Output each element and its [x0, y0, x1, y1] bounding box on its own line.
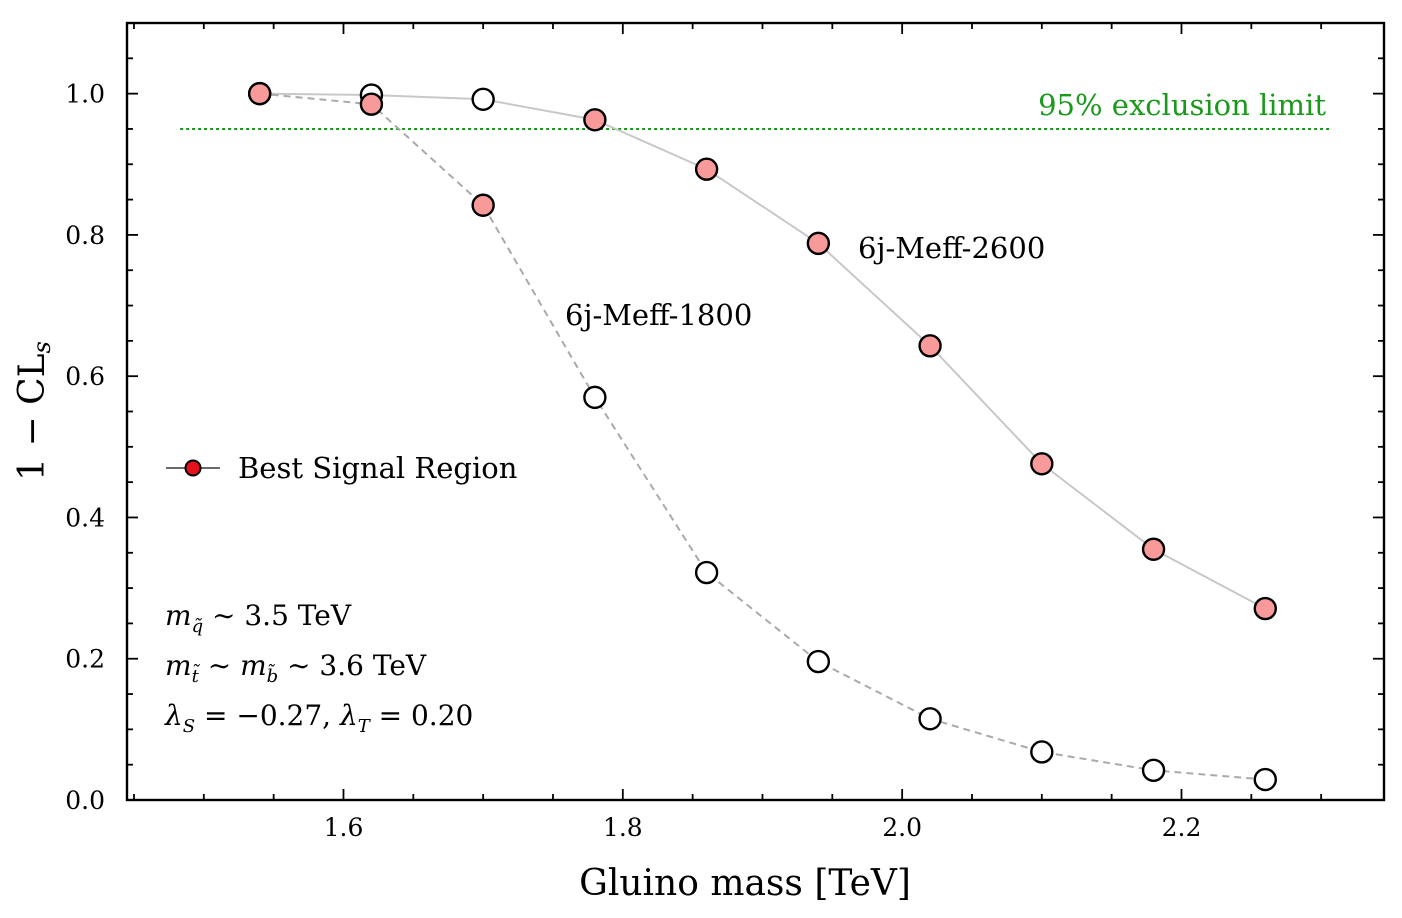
param-stop-symbol: m	[165, 649, 192, 682]
param-squark-value: ∼ 3.5 TeV	[203, 599, 352, 632]
y-axis-label-sub: s	[28, 341, 56, 353]
best-point-6j-meff-1800	[247, 81, 272, 106]
best-point-6j-meff-2600	[583, 108, 607, 132]
param-lambda-t-value: = 0.20	[370, 699, 474, 732]
axis-tick-labels: 1.6 1.8 2.0 2.2 0.0 0.2 0.4 0.6 0.8 1.0	[65, 80, 1201, 842]
x-tick-label: 1.6	[324, 813, 364, 842]
param-lambda-t-sub: T	[358, 716, 372, 737]
param-sbottom-sub: b̃	[267, 664, 279, 687]
y-tick-label: 0.0	[65, 786, 105, 815]
legend: Best Signal Region	[166, 451, 517, 485]
x-tick-label: 2.0	[882, 813, 922, 842]
best-point-6j-meff-1800	[471, 193, 495, 217]
param-stop-sbottom-mass: mt̃ ∼ mb̃ ∼ 3.6 TeV	[165, 649, 427, 687]
x-tick-label: 2.2	[1162, 813, 1202, 842]
param-lambda-t-symbol: λ	[339, 699, 358, 732]
label-6j-meff-2600: 6j-Meff-2600	[858, 231, 1045, 265]
x-tick-label: 1.8	[603, 813, 643, 842]
param-lambda-s-sub: S	[183, 716, 195, 737]
param-squark-mass: mq̃ ∼ 3.5 TeV	[165, 599, 352, 637]
param-stop-sub: t̃	[192, 664, 201, 687]
point-6j-meff-2600	[471, 87, 495, 111]
param-sbottom-symbol: m	[240, 649, 267, 682]
best-point-6j-meff-2600	[1253, 596, 1277, 621]
series-lines	[259, 92, 1266, 781]
axis-ticks	[127, 22, 1384, 801]
y-tick-label: 0.6	[65, 362, 105, 391]
point-6j-meff-1800	[694, 560, 719, 585]
y-tick-label: 0.2	[65, 645, 105, 674]
label-6j-meff-1800: 6j-Meff-1800	[565, 298, 752, 332]
point-6j-meff-1800	[1253, 767, 1277, 792]
param-stop-sim: ∼	[199, 649, 240, 682]
y-tick-label: 0.4	[65, 503, 105, 532]
series-line-6j-meff-2600	[259, 92, 1266, 610]
best-point-6j-meff-2600	[1141, 537, 1166, 561]
legend-label: Best Signal Region	[238, 451, 517, 485]
best-point-6j-meff-1800	[359, 92, 384, 116]
param-lambda: λS = −0.27, λT = 0.20	[164, 699, 473, 737]
parameter-block: mq̃ ∼ 3.5 TeV mt̃ ∼ mb̃ ∼ 3.6 TeV λS = −…	[164, 599, 473, 737]
series-markers	[247, 81, 1277, 792]
point-6j-meff-1800	[1030, 740, 1054, 764]
param-stop-value: ∼ 3.6 TeV	[278, 649, 427, 682]
y-axis-label: 1 − CLs	[12, 341, 56, 481]
y-axis-label-main: 1 − CL	[12, 353, 53, 481]
best-point-6j-meff-2600	[1030, 452, 1054, 476]
best-point-6j-meff-2600	[806, 231, 831, 256]
plot-frame	[125, 21, 1386, 802]
param-lambda-s-symbol: λ	[164, 699, 183, 732]
y-tick-label: 1.0	[65, 80, 105, 109]
param-squark-symbol: m	[165, 599, 192, 632]
best-point-6j-meff-2600	[918, 334, 942, 358]
param-lambda-s-value: = −0.27,	[195, 699, 340, 732]
point-6j-meff-1800	[583, 385, 607, 410]
series-line-6j-meff-1800	[259, 92, 1266, 781]
y-tick-label: 0.8	[65, 221, 105, 250]
x-axis-label: Gluino mass [TeV]	[579, 863, 911, 904]
exclusion-limit-label: 95% exclusion limit	[1038, 88, 1326, 122]
best-point-6j-meff-2600	[694, 157, 719, 181]
point-6j-meff-1800	[1141, 758, 1166, 783]
param-squark-sub: q̃	[192, 616, 204, 637]
legend-marker	[184, 459, 202, 477]
point-6j-meff-1800	[806, 649, 831, 674]
point-6j-meff-1800	[918, 707, 942, 731]
